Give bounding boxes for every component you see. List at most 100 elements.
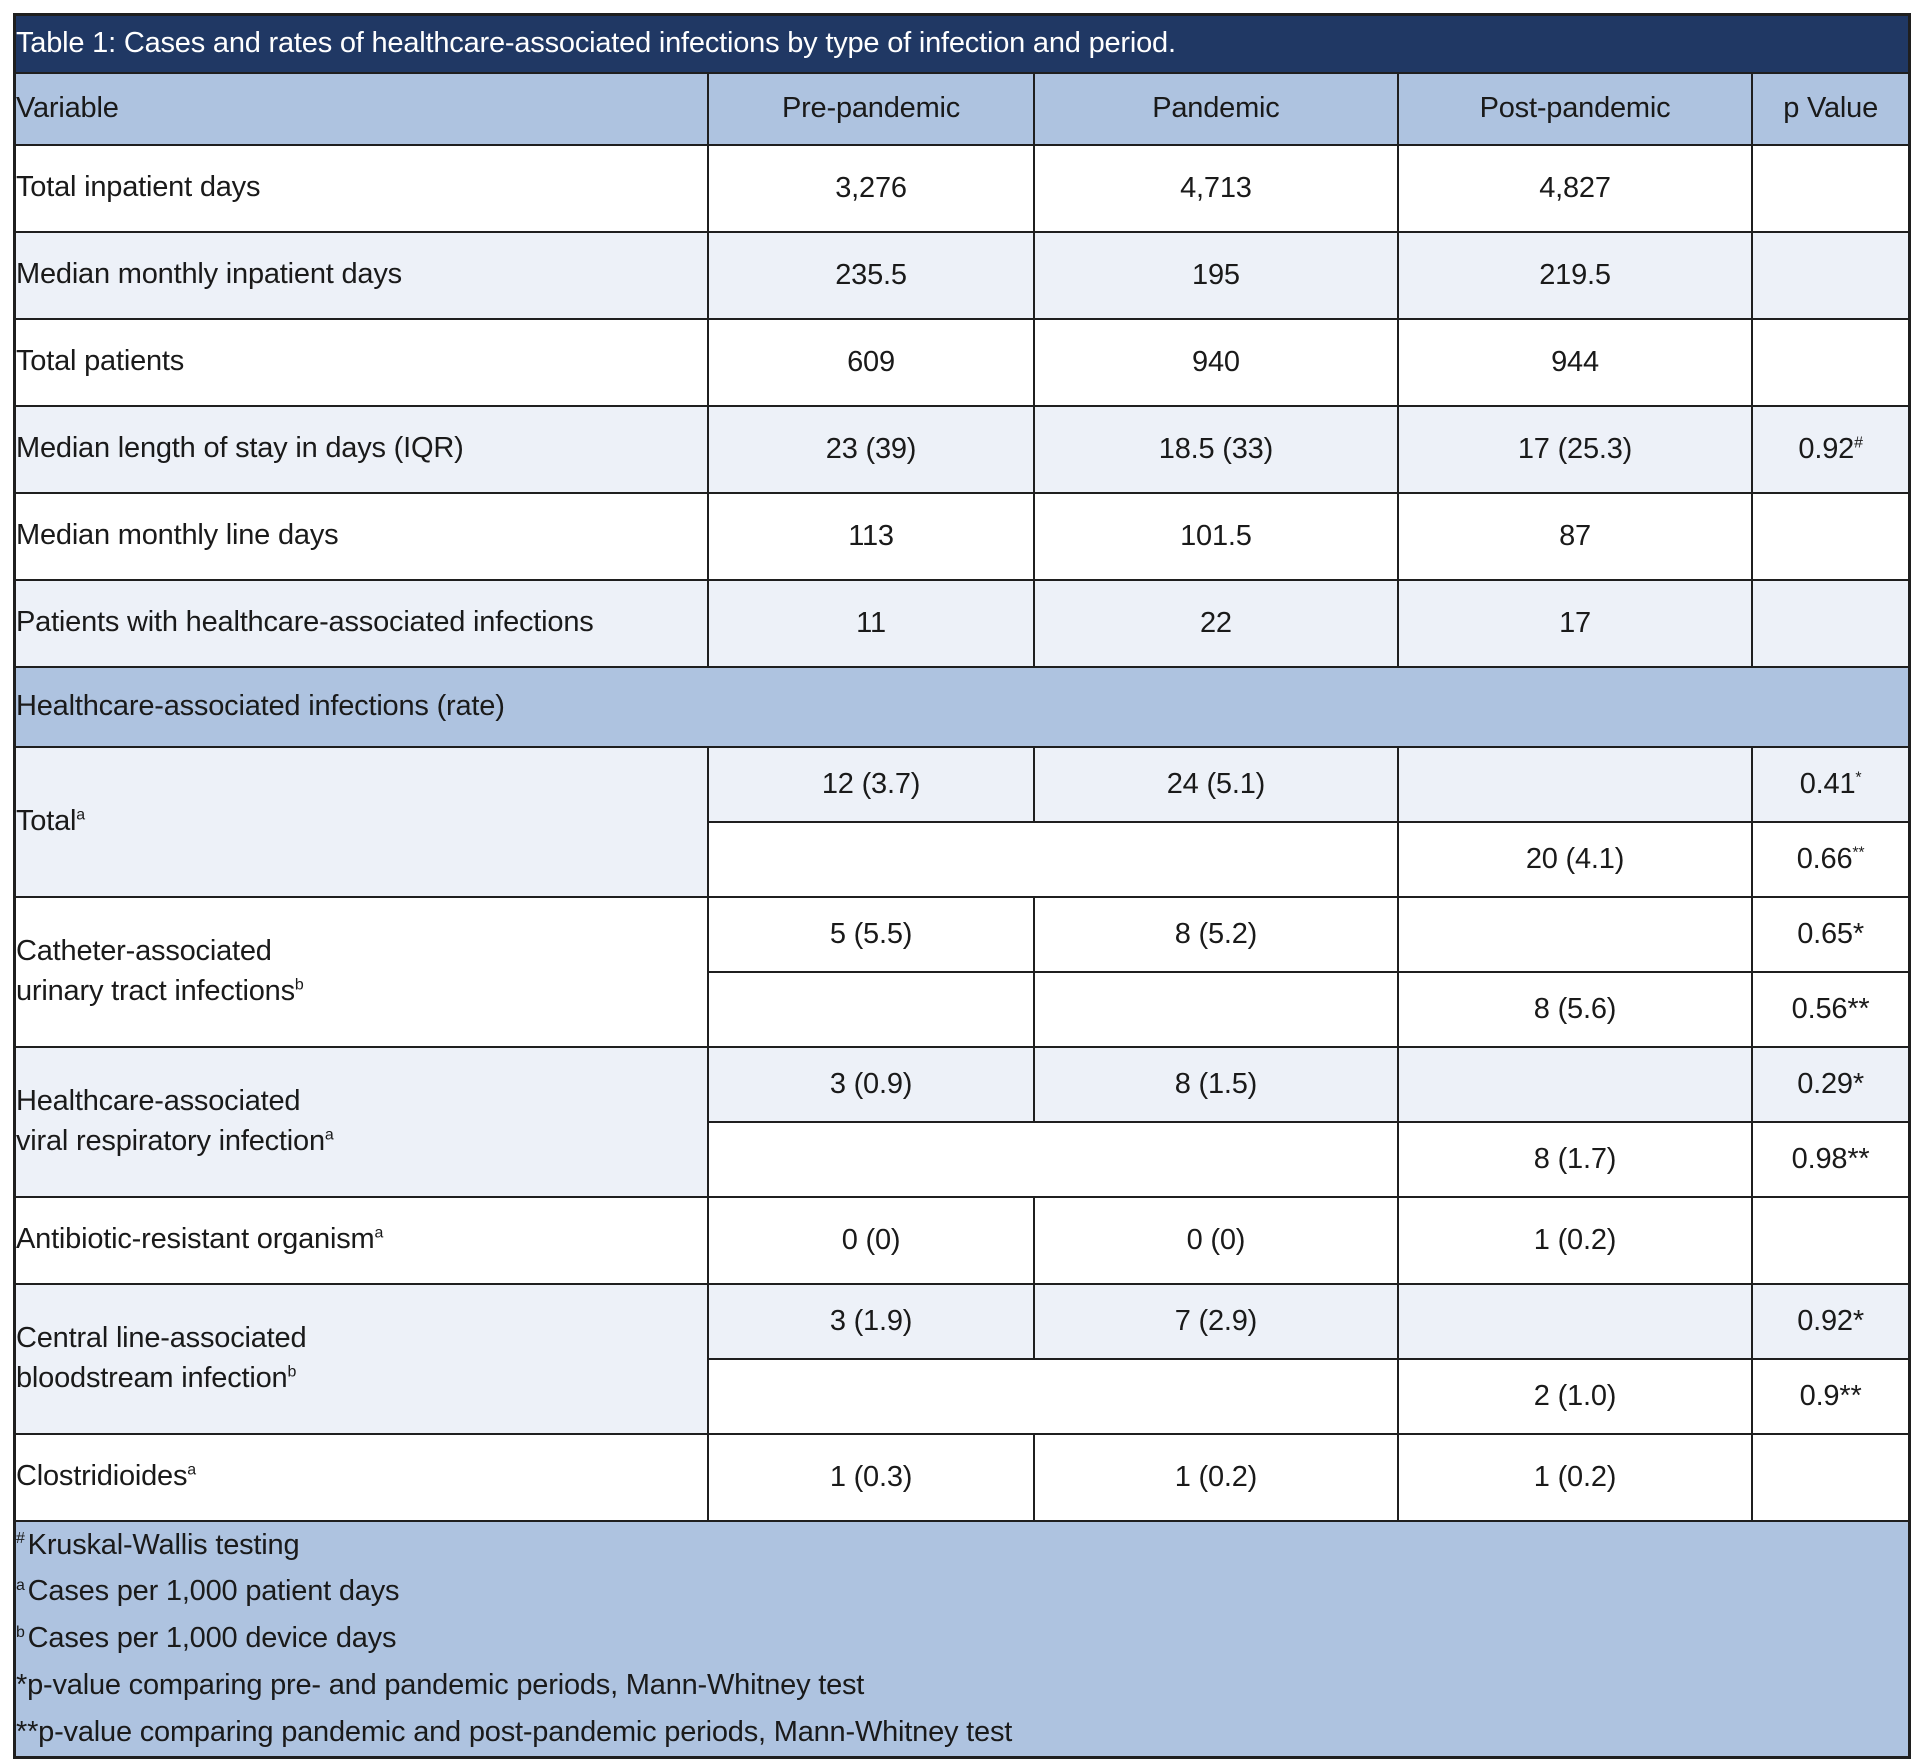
cell-p	[1751, 143, 1911, 233]
cell-merged-empty	[707, 1357, 1399, 1435]
cell-pre: 5 (5.5)	[707, 895, 1035, 973]
col-header-post-pandemic: Post-pandemic	[1396, 71, 1754, 146]
row-total-inpatient-days: Total inpatient days 3,276 4,713 4,827	[13, 143, 1911, 233]
cell-post: 8 (5.6)	[1396, 970, 1754, 1048]
row-cauti-1: Catheter-associated urinary tract infect…	[13, 895, 1911, 1048]
row-label: Clostridioidesa	[13, 1432, 710, 1522]
cell-pandemic: 7 (2.9)	[1033, 1282, 1399, 1360]
label-line1: Catheter-associated	[16, 935, 272, 968]
cell-pandemic: 0 (0)	[1033, 1195, 1399, 1285]
row-label: Median monthly inpatient days	[13, 230, 710, 320]
footnote-double-asterisk: **p-value comparing pandemic and post-pa…	[16, 1716, 1013, 1749]
superscript-marker: b	[294, 975, 304, 993]
row-total-rate-2: 20 (4.1) 0.66**	[15, 820, 1911, 898]
row-label: Total inpatient days	[13, 143, 710, 233]
superscript-marker: a	[16, 1576, 25, 1594]
superscript-marker: b	[287, 1362, 297, 1380]
cell-pre: 0 (0)	[707, 1195, 1035, 1285]
label-line2: viral respiratory infectiona	[16, 1124, 334, 1157]
cell-post-empty	[1396, 1045, 1754, 1123]
title-row: Table 1: Cases and rates of healthcare-a…	[13, 13, 1911, 74]
label-text: Clostridioides	[16, 1460, 188, 1493]
row-label: Central line-associated bloodstream infe…	[13, 1282, 710, 1435]
cell-post: 944	[1396, 317, 1754, 407]
row-label: Median monthly line days	[13, 491, 710, 581]
cell-merged-empty	[707, 1120, 1399, 1198]
cell-post-empty	[1396, 1282, 1754, 1360]
superscript-marker: a	[324, 1125, 334, 1143]
table-title: Table 1: Cases and rates of healthcare-a…	[13, 13, 1911, 74]
cell-pre: 11	[707, 578, 1035, 668]
section-header: Healthcare-associated infections (rate)	[13, 665, 1911, 748]
label-line2: bloodstream infectionb	[16, 1361, 297, 1394]
cell-p	[1751, 230, 1911, 320]
cell-post: 1 (0.2)	[1396, 1432, 1754, 1522]
row-label: Antibiotic-resistant organisma	[13, 1195, 710, 1285]
cell-p	[1751, 491, 1911, 581]
cell-post: 8 (1.7)	[1396, 1120, 1754, 1198]
cell-p: 0.66**	[1751, 820, 1911, 898]
cell-p: 0.56**	[1751, 970, 1911, 1048]
cell-pandemic: 8 (5.2)	[1033, 895, 1399, 973]
row-total-patients: Total patients 609 940 944	[13, 317, 1911, 407]
superscript-marker: b	[16, 1623, 25, 1641]
cell-post: 17	[1396, 578, 1754, 668]
row-median-monthly-line-days: Median monthly line days 113 101.5 87	[13, 491, 1911, 581]
cell-pandemic: 8 (1.5)	[1033, 1045, 1399, 1123]
cell-p	[1751, 1432, 1911, 1522]
cell-pre: 23 (39)	[707, 404, 1035, 494]
cell-pre: 609	[707, 317, 1035, 407]
cell-pre: 1 (0.3)	[707, 1432, 1035, 1522]
cell-p: 0.92#	[1751, 404, 1911, 494]
cell-p	[1751, 1195, 1911, 1285]
cell-p: 0.98**	[1751, 1120, 1911, 1198]
cell-p: 0.41*	[1751, 745, 1911, 823]
cell-post: 20 (4.1)	[1396, 820, 1754, 898]
cell-pre: 235.5	[707, 230, 1035, 320]
row-patients-with-hai: Patients with healthcare-associated infe…	[13, 578, 1911, 668]
row-total-rate-1: Totala 12 (3.7) 24 (5.1) 0.41*	[13, 745, 1911, 898]
col-header-variable: Variable	[13, 71, 710, 146]
hai-table: Table 1: Cases and rates of healthcare-a…	[13, 13, 1911, 1759]
cell-p: 0.92*	[1751, 1282, 1911, 1360]
col-header-pandemic: Pandemic	[1033, 71, 1399, 146]
cell-pandemic: 22	[1033, 578, 1399, 668]
cell-post-empty	[1396, 745, 1754, 823]
footnote-single-asterisk: *p-value comparing pre- and pandemic per…	[16, 1669, 865, 1702]
row-label: Median length of stay in days (IQR)	[13, 404, 710, 494]
row-antibiotic-resistant-organism: Antibiotic-resistant organisma 0 (0) 0 (…	[13, 1195, 1911, 1285]
cell-pandemic-empty	[1033, 970, 1399, 1048]
p-value: 0.41	[1799, 767, 1856, 800]
cell-post: 4,827	[1396, 143, 1754, 233]
row-clabsi-2: 2 (1.0) 0.9**	[15, 1357, 1911, 1435]
cell-p: 0.65*	[1751, 895, 1911, 973]
cell-pandemic: 101.5	[1033, 491, 1399, 581]
row-cauti-2: 8 (5.6) 0.56**	[15, 970, 1911, 1048]
superscript-marker: **	[1852, 843, 1865, 861]
row-median-length-of-stay: Median length of stay in days (IQR) 23 (…	[13, 404, 1911, 494]
footnote-device-days: b Cases per 1,000 device days	[16, 1622, 397, 1655]
superscript-marker: #	[1854, 433, 1863, 451]
superscript-marker: a	[374, 1224, 384, 1242]
cell-pre: 3,276	[707, 143, 1035, 233]
cell-post-empty	[1396, 895, 1754, 973]
superscript-marker: a	[76, 806, 85, 824]
cell-pandemic: 195	[1033, 230, 1399, 320]
cell-pre: 3 (0.9)	[707, 1045, 1035, 1123]
header-row: Variable Pre-pandemic Pandemic Post-pand…	[13, 71, 1911, 146]
col-header-pre-pandemic: Pre-pandemic	[707, 71, 1035, 146]
row-label: Totala	[13, 745, 710, 898]
row-viral-2: 8 (1.7) 0.98**	[15, 1120, 1911, 1198]
cell-merged-empty	[707, 820, 1399, 898]
cell-post: 2 (1.0)	[1396, 1357, 1754, 1435]
label-line1: Central line-associated	[16, 1322, 307, 1355]
cell-pandemic: 18.5 (33)	[1033, 404, 1399, 494]
cell-pre-empty	[707, 970, 1035, 1048]
row-label: Catheter-associated urinary tract infect…	[13, 895, 710, 1048]
row-viral-1: Healthcare-associated viral respiratory …	[13, 1045, 1911, 1198]
col-header-p-value: p Value	[1751, 71, 1911, 146]
cell-pre: 12 (3.7)	[707, 745, 1035, 823]
cell-pandemic: 4,713	[1033, 143, 1399, 233]
row-label: Patients with healthcare-associated infe…	[13, 578, 710, 668]
row-clabsi-1: Central line-associated bloodstream infe…	[13, 1282, 1911, 1435]
